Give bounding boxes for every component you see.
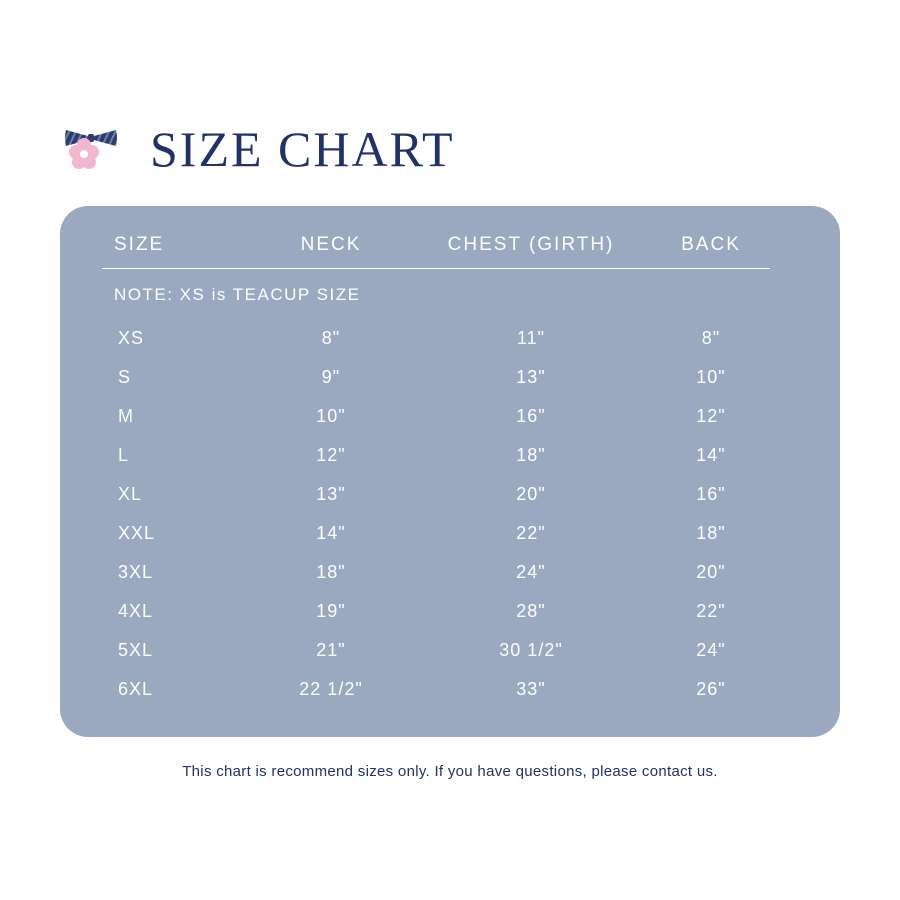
logo <box>60 126 138 172</box>
cell-size: S <box>96 358 246 397</box>
cell-back: 14" <box>646 436 776 475</box>
cell-size: 5XL <box>96 631 246 670</box>
cell-back: 22" <box>646 592 776 631</box>
table-note: NOTE: XS is TEACUP SIZE <box>96 279 776 319</box>
cell-size: XL <box>96 475 246 514</box>
size-chart-page: SIZE CHART SIZENECKCHEST (GIRTH)BACK NOTE… <box>0 0 900 900</box>
cell-neck: 14" <box>246 514 416 553</box>
cell-size: 4XL <box>96 592 246 631</box>
cell-chest: 16" <box>416 397 646 436</box>
cell-chest: 20" <box>416 475 646 514</box>
cell-size: M <box>96 397 246 436</box>
cell-neck: 12" <box>246 436 416 475</box>
header-rule <box>102 268 770 269</box>
cell-chest: 11" <box>416 319 646 358</box>
cell-neck: 10" <box>246 397 416 436</box>
cell-chest: 28" <box>416 592 646 631</box>
cell-chest: 30 1/2" <box>416 631 646 670</box>
size-chart-card: SIZENECKCHEST (GIRTH)BACK NOTE: XS is TEA… <box>60 206 840 737</box>
cell-back: 10" <box>646 358 776 397</box>
cell-size: XS <box>96 319 246 358</box>
cell-neck: 13" <box>246 475 416 514</box>
cell-back: 12" <box>646 397 776 436</box>
column-header: SIZE <box>96 234 246 268</box>
cell-neck: 18" <box>246 553 416 592</box>
bowtie-flower-icon <box>60 126 138 172</box>
cell-neck: 21" <box>246 631 416 670</box>
cell-back: 16" <box>646 475 776 514</box>
column-header: BACK <box>646 234 776 268</box>
cell-neck: 9" <box>246 358 416 397</box>
cell-chest: 22" <box>416 514 646 553</box>
cell-chest: 24" <box>416 553 646 592</box>
cell-size: 6XL <box>96 670 246 709</box>
cell-size: XXL <box>96 514 246 553</box>
page-title: SIZE CHART <box>150 120 455 178</box>
cell-back: 20" <box>646 553 776 592</box>
cell-neck: 8" <box>246 319 416 358</box>
cell-back: 24" <box>646 631 776 670</box>
cell-size: L <box>96 436 246 475</box>
footer-note: This chart is recommend sizes only. If y… <box>40 763 860 780</box>
cell-chest: 13" <box>416 358 646 397</box>
column-header: CHEST (GIRTH) <box>416 234 646 268</box>
cell-neck: 22 1/2" <box>246 670 416 709</box>
cell-back: 18" <box>646 514 776 553</box>
cell-back: 8" <box>646 319 776 358</box>
cell-chest: 33" <box>416 670 646 709</box>
cell-neck: 19" <box>246 592 416 631</box>
cell-back: 26" <box>646 670 776 709</box>
title-row: SIZE CHART <box>60 120 860 178</box>
cell-size: 3XL <box>96 553 246 592</box>
size-table: SIZENECKCHEST (GIRTH)BACK NOTE: XS is TEA… <box>96 234 804 709</box>
column-header: NECK <box>246 234 416 268</box>
cell-chest: 18" <box>416 436 646 475</box>
